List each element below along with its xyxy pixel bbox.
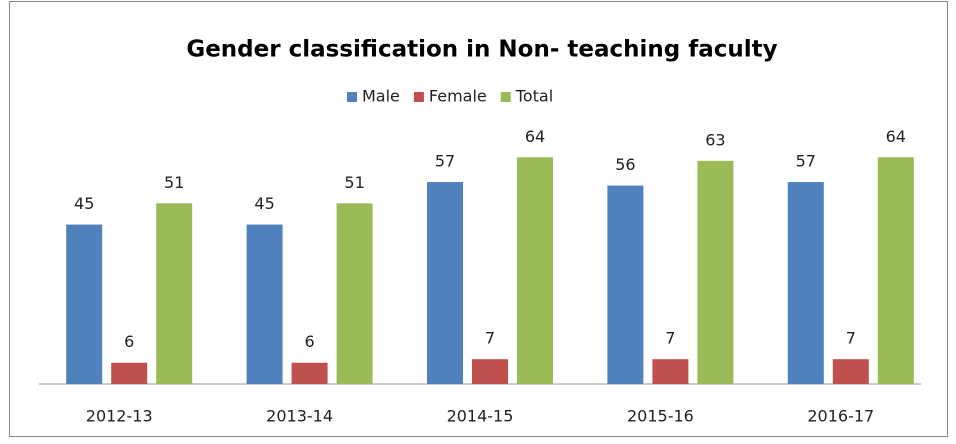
data-label: 57 bbox=[796, 152, 816, 171]
bar bbox=[517, 157, 553, 384]
legend-swatch bbox=[500, 92, 511, 102]
data-label: 64 bbox=[525, 127, 545, 146]
legend-label: Female bbox=[429, 87, 487, 106]
bar bbox=[607, 185, 644, 384]
bar bbox=[472, 359, 508, 384]
data-label: 56 bbox=[615, 155, 635, 174]
x-tick-label: 2012-13 bbox=[86, 407, 153, 426]
data-label: 57 bbox=[435, 152, 455, 171]
data-label: 7 bbox=[846, 329, 856, 348]
data-label: 6 bbox=[124, 332, 134, 351]
bar bbox=[156, 203, 193, 384]
data-label: 7 bbox=[485, 329, 495, 348]
bar bbox=[787, 182, 824, 384]
bar bbox=[291, 362, 328, 384]
data-label: 6 bbox=[305, 332, 315, 351]
data-label: 51 bbox=[164, 173, 184, 192]
bar bbox=[427, 182, 463, 384]
data-label: 7 bbox=[665, 329, 675, 348]
x-tick-label: 2016-17 bbox=[807, 407, 874, 426]
data-label: 45 bbox=[254, 194, 274, 213]
data-label: 51 bbox=[344, 173, 364, 192]
chart-title: Gender classification in Non- teaching f… bbox=[186, 37, 777, 63]
x-tick-label: 2013-14 bbox=[266, 407, 333, 426]
x-tick-label: 2015-16 bbox=[627, 407, 694, 426]
legend-label: Male bbox=[362, 87, 400, 106]
data-label: 63 bbox=[705, 130, 725, 149]
bar bbox=[246, 224, 283, 384]
legend-label: Total bbox=[515, 87, 553, 106]
x-tick-label: 2014-15 bbox=[447, 407, 514, 426]
legend-swatch bbox=[413, 92, 424, 102]
bar bbox=[832, 359, 869, 384]
bar bbox=[877, 157, 914, 384]
data-label: 45 bbox=[74, 194, 94, 213]
bar bbox=[66, 224, 103, 384]
bar bbox=[336, 203, 373, 384]
data-label: 64 bbox=[886, 127, 906, 146]
bar bbox=[697, 160, 734, 384]
bar bbox=[652, 359, 689, 384]
legend-swatch bbox=[347, 92, 357, 102]
bar bbox=[111, 362, 148, 384]
